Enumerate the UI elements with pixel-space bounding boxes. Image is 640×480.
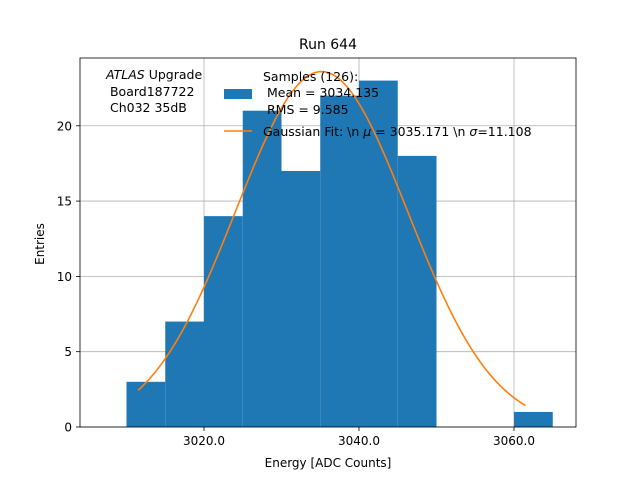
legend-swatch-histogram [224, 89, 252, 99]
histogram-bar-2 [204, 216, 243, 427]
x-tick-label-2: 3060.0 [493, 434, 535, 448]
y-axis-label: Entries [33, 223, 47, 265]
plot-frame [79, 57, 577, 428]
y-tick-label-3: 15 [57, 195, 72, 209]
atlas-annotation-line-1: ATLAS Upgrade [105, 67, 202, 82]
atlas-word: ATLAS [105, 67, 145, 82]
legend-label-histogram-line-3: RMS = 9.585 [263, 102, 349, 117]
axis-ticks: 3020.0 3040.0 3060.0 0 5 10 15 20 [57, 119, 535, 448]
histogram-bars [126, 80, 553, 428]
histogram-bar-5 [320, 95, 359, 427]
atlas-annotation-line-2: Board187722 [106, 84, 194, 99]
atlas-annotation-line-3: Ch032 35dB [106, 100, 187, 115]
chart-title: Run 644 [299, 37, 357, 53]
axes-frame [79, 57, 577, 428]
y-tick-label-2: 10 [57, 270, 72, 284]
legend-label-fit: Gaussian Fit: \n μ = 3035.171 \n σ=11.10… [263, 124, 532, 139]
histogram-bar-4 [281, 170, 321, 428]
histogram-bar-3 [242, 110, 282, 427]
legend-label-histogram-line-2: Mean = 3034.135 [263, 85, 379, 100]
histogram-bar-7 [397, 155, 437, 428]
legend: Samples (126): Mean = 3034.135 RMS = 9.5… [224, 69, 532, 139]
x-axis-label: Energy [ADC Counts] [265, 456, 392, 470]
histogram-bar-10 [514, 411, 553, 427]
gaussian-fit-line [137, 70, 527, 407]
y-tick-label-1: 5 [64, 345, 72, 359]
histogram-bar-6 [359, 80, 398, 428]
histogram-bar-1 [165, 321, 204, 427]
atlas-suffix: Upgrade [145, 67, 203, 82]
fit-curve-layer [137, 70, 527, 407]
x-tick-label-0: 3020.0 [183, 434, 225, 448]
histogram-bar-0 [126, 381, 166, 427]
legend-label-histogram-line-1: Samples (126): [263, 69, 358, 84]
y-tick-label-0: 0 [64, 421, 72, 435]
y-tick-label-4: 20 [57, 119, 72, 133]
x-tick-label-1: 3040.0 [338, 434, 380, 448]
